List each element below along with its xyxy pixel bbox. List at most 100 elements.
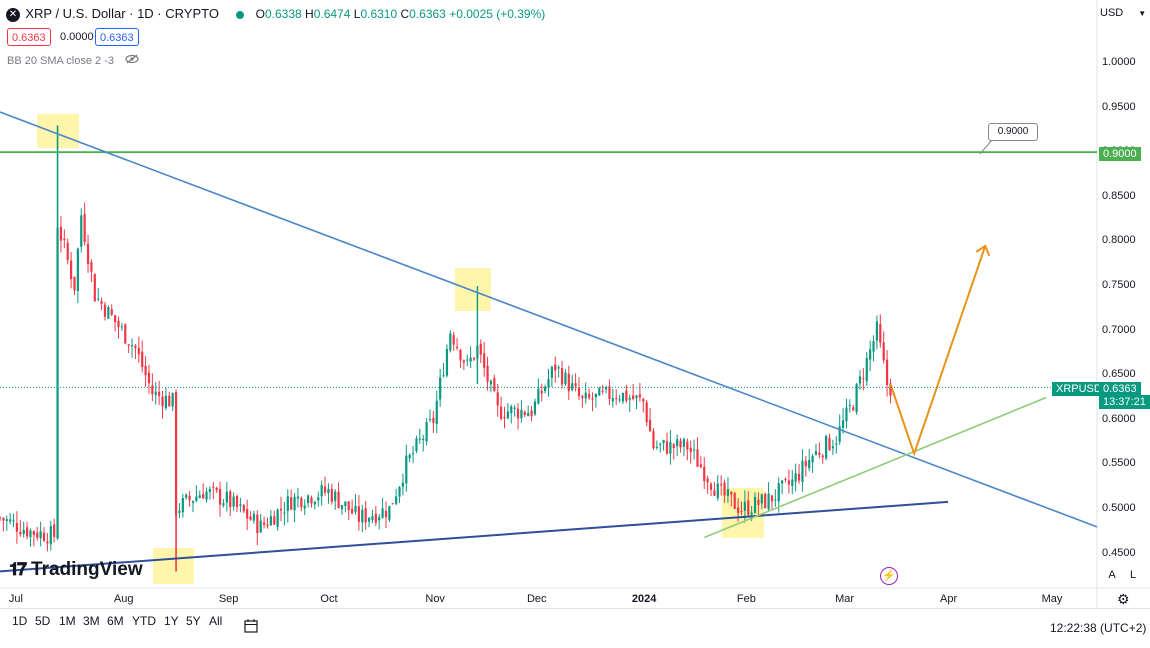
candle-body xyxy=(415,438,418,452)
candle-body xyxy=(584,392,587,399)
date-range-icon[interactable] xyxy=(243,618,259,639)
sell-price-button[interactable]: 0.6363 xyxy=(7,28,51,46)
buy-price-button[interactable]: 0.6363 xyxy=(95,28,139,46)
candle-body xyxy=(557,367,560,369)
candle-body xyxy=(838,426,841,442)
price-tick-label: 0.7000 xyxy=(1102,323,1136,336)
candle-body xyxy=(303,505,306,509)
time-tick-label: 2024 xyxy=(631,593,657,605)
candle-body xyxy=(158,391,161,396)
timeframe-all[interactable]: All xyxy=(209,614,223,628)
candle-body xyxy=(185,494,188,498)
candle-body xyxy=(855,384,858,413)
candle-body xyxy=(300,497,303,508)
candle-body xyxy=(327,488,330,494)
candle-body xyxy=(550,366,553,378)
candle-body xyxy=(665,441,669,454)
candle-body xyxy=(797,473,801,481)
target-callout[interactable]: 0.9000 xyxy=(988,123,1038,141)
timeframe-5d[interactable]: 5D xyxy=(35,614,51,628)
candle-body xyxy=(628,397,631,400)
currency-select[interactable]: USD ▼ xyxy=(1100,7,1146,19)
candle-body xyxy=(36,532,39,538)
clock[interactable]: 12:22:38 (UTC+2) xyxy=(1050,621,1147,635)
candle-body xyxy=(615,398,618,400)
price-tick-label: 0.5000 xyxy=(1102,502,1136,514)
watermark-text: TradingView xyxy=(31,559,143,580)
candle-body xyxy=(334,491,337,501)
candle-body xyxy=(246,509,249,519)
candle-body xyxy=(70,260,73,280)
candle-body xyxy=(161,396,164,407)
candle-body xyxy=(835,443,838,445)
timeframe-ytd[interactable]: YTD xyxy=(132,614,156,628)
candle-body xyxy=(618,399,621,401)
candle-body xyxy=(692,449,696,451)
symbol-title[interactable]: XRP / U.S. Dollar · 1D · CRYPTO xyxy=(25,6,219,21)
candle-body xyxy=(510,406,513,414)
candle-body xyxy=(757,499,760,506)
candle-body xyxy=(103,304,107,317)
candle-body xyxy=(489,380,493,385)
candle-body xyxy=(371,516,374,521)
timeframe-1m[interactable]: 1M xyxy=(59,614,76,628)
highlight-box xyxy=(153,548,194,584)
candle-body xyxy=(452,335,455,345)
ohlc-low-label: L xyxy=(353,7,361,21)
auto-scale-button[interactable]: A xyxy=(1108,569,1116,581)
candle-body xyxy=(828,437,831,451)
time-tick-label: Feb xyxy=(736,593,756,605)
candle-body xyxy=(527,412,530,417)
candle-body xyxy=(696,449,699,467)
candle-body xyxy=(110,309,113,315)
candle-body xyxy=(462,360,465,363)
price-tick-label: 0.5500 xyxy=(1102,457,1136,470)
candle-body xyxy=(388,505,391,520)
candle-body xyxy=(723,482,726,496)
candle-body xyxy=(503,416,506,419)
timeframe-5y[interactable]: 5Y xyxy=(186,614,201,628)
candle-body xyxy=(811,455,814,463)
candle-body xyxy=(202,494,205,499)
candle-body xyxy=(801,460,804,483)
candle-body xyxy=(401,482,405,487)
candle-body xyxy=(869,349,872,360)
candle-body xyxy=(645,402,648,423)
candle-body xyxy=(709,483,713,490)
candle-body xyxy=(191,501,195,503)
price-tick-label: 0.8500 xyxy=(1102,189,1136,202)
candle-body xyxy=(611,398,614,402)
eye-hidden-icon[interactable] xyxy=(125,54,139,67)
candle-body xyxy=(642,398,645,402)
timeframe-3m[interactable]: 3M xyxy=(83,614,100,628)
candle-body xyxy=(852,407,855,411)
lightning-icon[interactable]: ⚡ xyxy=(880,567,898,585)
candle-body xyxy=(168,395,171,407)
timeframe-1y[interactable]: 1Y xyxy=(164,614,179,628)
candle-body xyxy=(472,357,476,360)
spread-value: 0.0000 xyxy=(60,31,94,43)
candle-body xyxy=(787,480,790,485)
candle-body xyxy=(59,226,63,241)
candle-body xyxy=(395,496,398,504)
candle-body xyxy=(422,438,425,441)
settings-gear-icon[interactable]: ⚙ xyxy=(1117,591,1130,607)
candle-body xyxy=(743,501,746,511)
candle-body xyxy=(638,394,642,398)
candle-body xyxy=(655,447,658,449)
target-axis-tag: 0.9000 xyxy=(1099,147,1141,161)
timeframe-6m[interactable]: 6M xyxy=(107,614,124,628)
log-scale-button[interactable]: L xyxy=(1129,569,1137,581)
timeframe-1d[interactable]: 1D xyxy=(12,614,28,628)
candle-body xyxy=(22,529,25,535)
candle-body xyxy=(347,501,350,511)
candle-body xyxy=(117,320,120,328)
candle-body xyxy=(425,422,428,442)
candle-body xyxy=(354,505,357,512)
candle-body xyxy=(19,532,22,535)
indicator-legend[interactable]: BB 20 SMA close 2 -3 xyxy=(7,54,139,67)
candle-body xyxy=(29,530,32,538)
price-tick-label: 0.7500 xyxy=(1102,279,1136,291)
candle-body xyxy=(205,491,208,500)
